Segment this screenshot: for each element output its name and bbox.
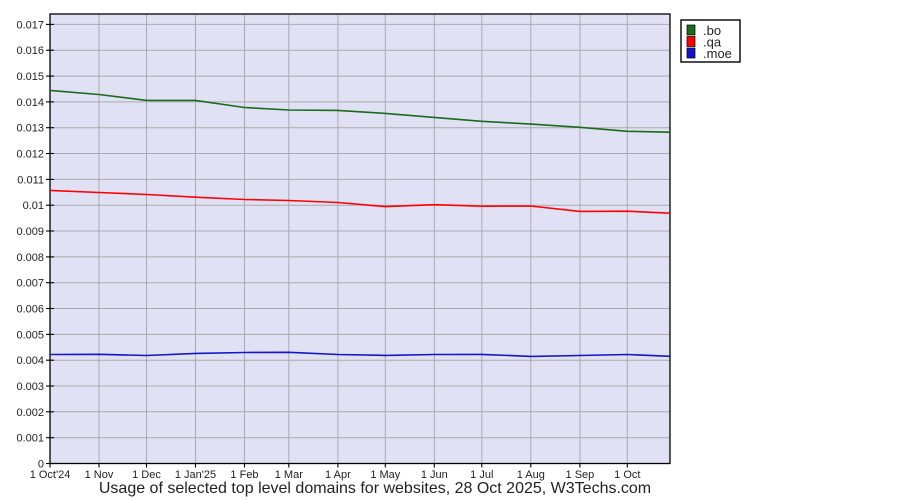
svg-text:0.015: 0.015 <box>16 71 44 83</box>
svg-text:0.001: 0.001 <box>16 433 44 445</box>
svg-text:0.008: 0.008 <box>16 252 44 264</box>
svg-text:1 Oct'24: 1 Oct'24 <box>30 469 71 481</box>
svg-text:0.002: 0.002 <box>16 407 44 419</box>
svg-text:0.01: 0.01 <box>23 200 44 212</box>
svg-text:0.014: 0.014 <box>16 97 44 109</box>
svg-text:Usage of selected top level do: Usage of selected top level domains for … <box>99 480 651 497</box>
svg-text:0.004: 0.004 <box>16 355 44 367</box>
svg-text:0.011: 0.011 <box>17 174 44 186</box>
svg-text:0.012: 0.012 <box>16 149 44 161</box>
svg-text:.moe: .moe <box>703 46 732 61</box>
svg-text:0.016: 0.016 <box>16 45 44 57</box>
svg-text:0.007: 0.007 <box>16 278 44 290</box>
svg-text:0.003: 0.003 <box>16 381 44 393</box>
svg-text:0.006: 0.006 <box>16 304 44 316</box>
svg-text:0.005: 0.005 <box>16 329 44 341</box>
svg-text:0.017: 0.017 <box>16 19 44 31</box>
svg-text:0.009: 0.009 <box>16 226 44 238</box>
svg-text:0.013: 0.013 <box>16 123 44 135</box>
